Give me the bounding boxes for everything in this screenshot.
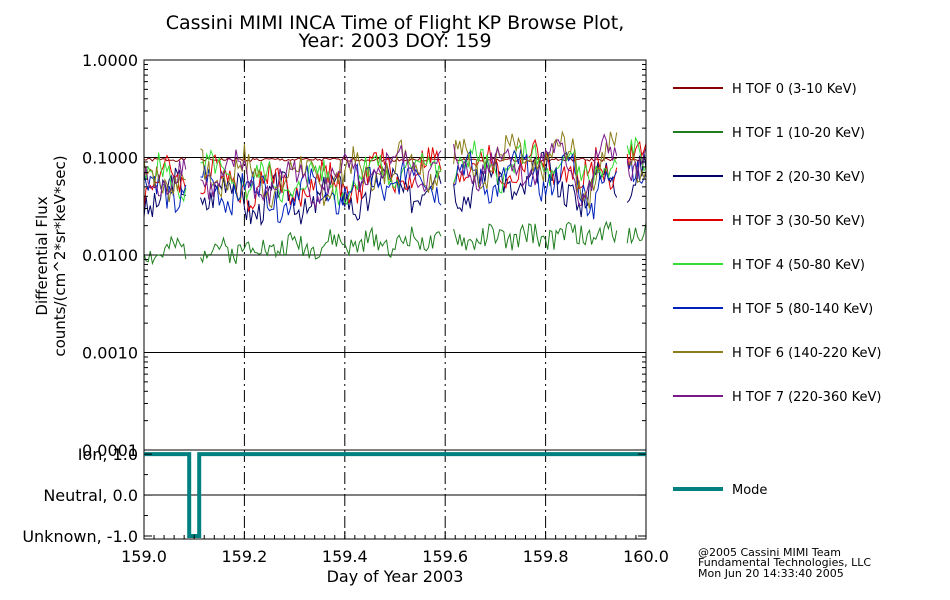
legend-label-tof-6: H TOF 6 (140-220 KeV)	[732, 346, 881, 361]
x-tick-label-5: 160.0	[623, 547, 669, 566]
x-axis-ticks: 159.0 159.2 159.4 159.6 159.8 160.0	[121, 60, 669, 566]
flux-series	[143, 130, 647, 266]
series-line-tof-4	[143, 136, 647, 206]
x-tick-label-0: 159.0	[121, 547, 167, 566]
flux-panel: 1.0000 0.1000 0.0100 0.0010 0.0001	[82, 51, 647, 460]
mode-panel: Ion, 1.0 Neutral, 0.0 Unknown, -1.0	[22, 445, 647, 546]
x-tick-label-4: 159.8	[523, 547, 569, 566]
y-axis-label: Differential Flux counts/(cm^2*sr*keV*se…	[33, 155, 69, 356]
legend-label-tof-5: H TOF 5 (80-140 KeV)	[732, 302, 873, 317]
flux-ytick-label-0: 1.0000	[82, 51, 138, 70]
flux-ytick-label-1: 0.1000	[82, 149, 138, 168]
flux-grid	[144, 60, 646, 450]
mode-ytick-label-0: Ion, 1.0	[78, 445, 138, 464]
legend-label-tof-1: H TOF 1 (10-20 KeV)	[732, 126, 865, 141]
legend-label-tof-0: H TOF 0 (3-10 KeV)	[732, 82, 857, 97]
chart-title: Cassini MIMI INCA Time of Flight KP Brow…	[166, 12, 625, 34]
credit-line-3: Mon Jun 20 14:33:40 2005	[698, 567, 844, 580]
series-line-tof-0	[143, 157, 647, 163]
y-axis-label-line1: Differential Flux	[33, 196, 51, 315]
x-axis-label: Day of Year 2003	[327, 567, 464, 586]
x-tick-label-3: 159.6	[422, 547, 468, 566]
x-tick-label-2: 159.4	[322, 547, 368, 566]
credit-line-2: Fundamental Technologies, LLC	[698, 556, 871, 569]
legend-label-tof-7: H TOF 7 (220-360 KeV)	[732, 390, 881, 405]
legend-label-tof-3: H TOF 3 (30-50 KeV)	[732, 214, 865, 229]
mode-y-ticks: Ion, 1.0 Neutral, 0.0 Unknown, -1.0	[22, 445, 646, 546]
legend: H TOF 0 (3-10 KeV) H TOF 1 (10-20 KeV) H T…	[673, 82, 881, 498]
credits: @2005 Cassini MIMI Team Fundamental Tech…	[698, 546, 871, 580]
legend-label-tof-2: H TOF 2 (20-30 KeV)	[732, 170, 865, 185]
mode-grid	[144, 450, 646, 539]
legend-label-tof-4: H TOF 4 (50-80 KeV)	[732, 258, 865, 273]
chart-subtitle: Year: 2003 DOY: 159	[297, 30, 491, 52]
series-line-tof-7	[143, 133, 647, 210]
flux-ytick-label-4: 0.0001	[82, 441, 138, 460]
mode-panel-frame	[143, 449, 647, 540]
mode-ytick-label-1: Neutral, 0.0	[43, 486, 138, 505]
series-line-tof-5	[143, 148, 647, 224]
flux-ytick-label-2: 0.0100	[82, 246, 138, 265]
series-line-tof-6	[143, 130, 647, 209]
flux-y-ticks: 1.0000 0.1000 0.0100 0.0010 0.0001	[82, 51, 646, 460]
series-line-tof-1	[143, 220, 647, 266]
credit-line-1: @2005 Cassini MIMI Team	[698, 546, 841, 559]
y-axis-label-line2: counts/(cm^2*sr*keV*sec)	[51, 155, 69, 356]
legend-label-mode: Mode	[732, 483, 767, 498]
mode-ytick-label-2: Unknown, -1.0	[22, 527, 138, 546]
x-tick-label-1: 159.2	[221, 547, 267, 566]
flux-ytick-label-3: 0.0010	[82, 344, 138, 363]
